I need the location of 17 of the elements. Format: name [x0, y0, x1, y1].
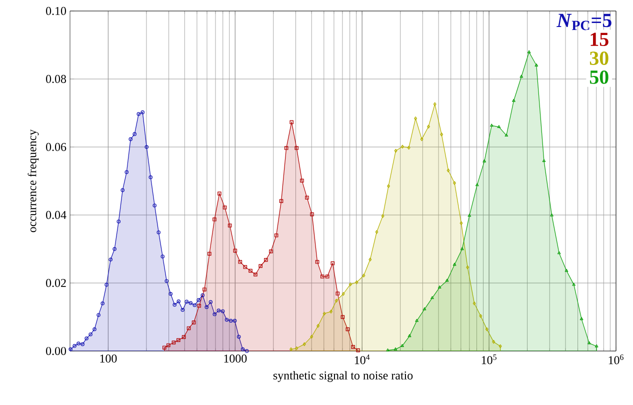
x-tick-label: 10$^{6}$ — [608, 354, 624, 364]
y-tick-label: 0.04 — [46, 210, 66, 220]
text: 15 — [590, 32, 608, 46]
x-axis-title: synthetic signal to noise ratio — [273, 371, 413, 382]
text: 30 — [590, 52, 608, 65]
y-tick-label: 0.10 — [46, 6, 66, 16]
y-tick-label: 0.06 — [46, 142, 66, 152]
x-tick-label: 10$^{4}$ — [354, 354, 370, 364]
y-axis-title: occurrence frequency — [28, 129, 39, 232]
x-tick-label: 1000 — [224, 354, 247, 363]
text: 50 — [590, 70, 608, 84]
y-tick-label: 0.02 — [46, 278, 66, 288]
y-tick-label: 0.08 — [46, 74, 66, 84]
x-tick-label: 10$^{5}$ — [482, 354, 496, 364]
text: N$_{PC}$=5 — [556, 14, 612, 30]
y-tick-label: 0.00 — [46, 346, 66, 356]
x-tick-label: 100 — [100, 354, 117, 363]
